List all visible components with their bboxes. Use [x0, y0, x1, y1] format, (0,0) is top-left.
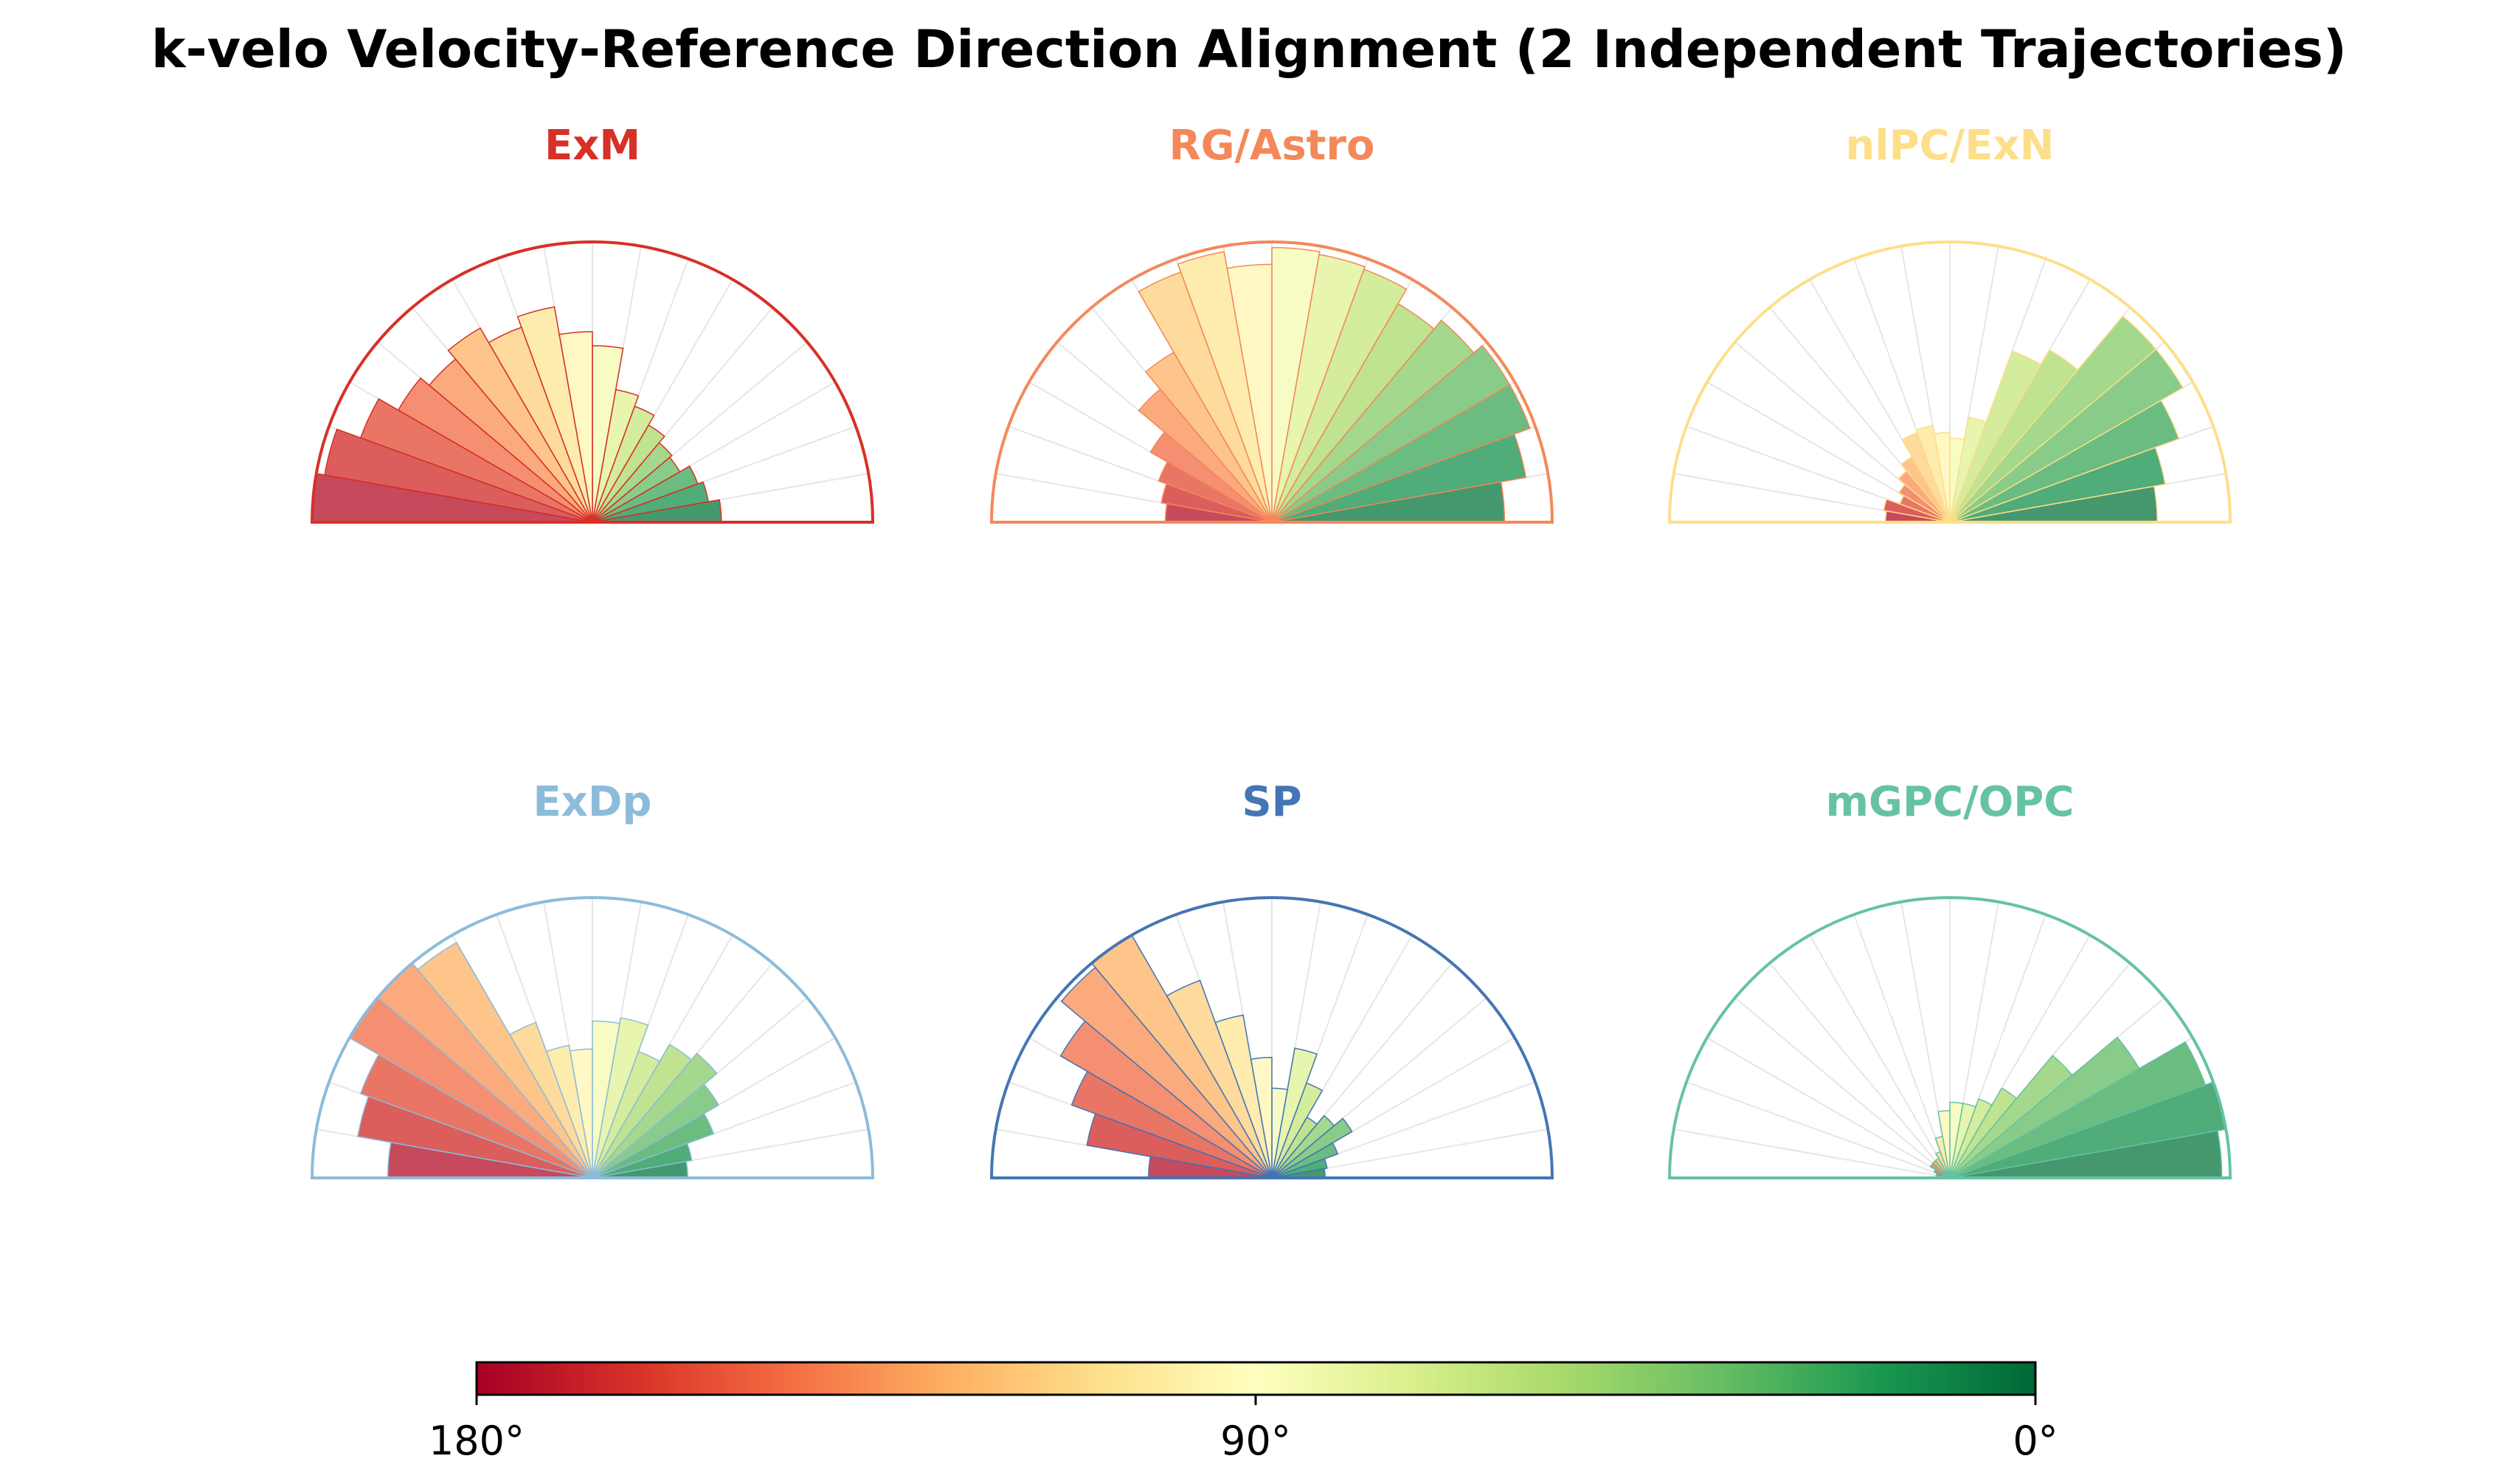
polar-panel	[1667, 896, 2232, 1179]
polar-bar	[1271, 1117, 1353, 1179]
polar-panel	[989, 240, 1554, 524]
polar-panel	[310, 896, 875, 1179]
polar-bar	[1949, 1055, 2073, 1179]
polar-bar	[1070, 1070, 1273, 1179]
polar-bar	[1271, 319, 1475, 523]
panel-title-mgpc-opc: mGPC/OPC	[1825, 778, 2075, 826]
polar-bar	[516, 306, 593, 523]
polar-bar	[1949, 315, 2157, 523]
polar-frame	[989, 896, 1554, 1179]
polar-bar	[1949, 1036, 2140, 1179]
polar-bar	[1271, 1047, 1318, 1179]
polar-bar	[1149, 431, 1273, 523]
polar-bar	[1086, 1112, 1273, 1179]
polar-bar	[1949, 1041, 2207, 1179]
polar-bar	[1897, 470, 1951, 523]
polar-frame	[310, 896, 875, 1179]
polar-panel	[1667, 240, 2232, 524]
polar-bar	[1138, 271, 1273, 523]
polar-bar	[1949, 416, 1987, 523]
polar-bar	[1060, 966, 1273, 1179]
polar-bar	[1160, 483, 1273, 523]
grid-spoke	[1853, 914, 1951, 1179]
figure-title: k-velo Velocity-Reference Direction Alig…	[151, 19, 2347, 80]
polar-frame	[310, 240, 875, 524]
polar-bar	[592, 1017, 649, 1179]
polar-bar	[592, 1020, 620, 1179]
panel-title-sp: SP	[1242, 778, 1302, 826]
polar-bar	[357, 1095, 593, 1179]
polar-bar	[1949, 1098, 1993, 1179]
polar-bar	[592, 1053, 718, 1179]
polar-bar	[1144, 351, 1273, 523]
panel-title-exdp: ExDp	[533, 778, 652, 826]
polar-bar	[1929, 1162, 1951, 1179]
colorbar: 180° 90° 0°	[429, 1361, 2058, 1464]
polar-panel	[310, 240, 875, 524]
polar-frame	[1667, 240, 2232, 524]
grid-spoke	[1768, 963, 1951, 1179]
colorbar-tick-label: 90°	[1220, 1418, 1291, 1464]
polar-bar	[1158, 461, 1273, 523]
polar-bar	[1900, 456, 1951, 523]
polar-bar	[1271, 344, 1511, 523]
polar-frame	[1667, 896, 2232, 1179]
polar-bar	[1949, 349, 2079, 523]
polar-bar	[1933, 1168, 1951, 1179]
polar-bar	[359, 1053, 593, 1179]
polar-bar	[447, 327, 593, 523]
colorbar-gradient	[475, 1361, 2037, 1396]
grid-spoke	[1809, 935, 1951, 1179]
polar-bar	[1949, 350, 2042, 523]
grid-spoke	[1734, 996, 1951, 1179]
grid-spoke	[1686, 1081, 1951, 1179]
grid-spoke	[1673, 1128, 1951, 1179]
polar-bar	[1271, 1114, 1335, 1179]
panel-title-rg-astro: RG/Astro	[1169, 122, 1375, 170]
polar-bar	[1271, 246, 1321, 523]
colorbar-tick-label: 180°	[429, 1418, 525, 1464]
panel-title-exm: ExM	[544, 122, 641, 170]
polar-bar	[592, 1043, 693, 1179]
polar-bar	[1901, 431, 1951, 523]
colorbar-tick-label: 0°	[2013, 1418, 2058, 1464]
polar-bar	[592, 465, 699, 523]
polar-bar	[1177, 251, 1273, 523]
polar-panel	[989, 896, 1554, 1179]
polar-frame	[989, 240, 1554, 524]
grid-spoke	[1706, 1037, 1951, 1179]
panel-title-nlpc-exn: nlPC/ExN	[1845, 122, 2055, 170]
polar-bar	[1949, 1087, 2018, 1179]
polar-bar	[1883, 498, 1951, 523]
polar-bar	[1897, 483, 1951, 523]
polar-bar	[1949, 1101, 1964, 1179]
polar-bar	[1138, 388, 1273, 523]
polar-bar	[1059, 1020, 1273, 1179]
